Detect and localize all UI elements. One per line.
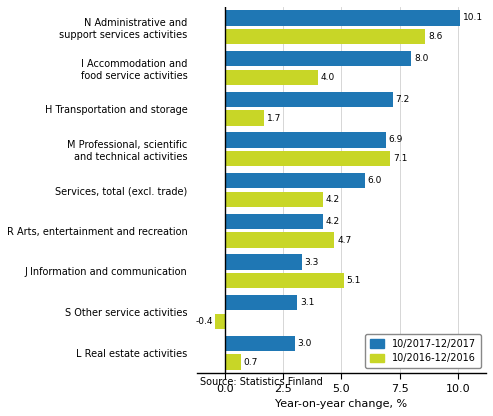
Text: 6.9: 6.9 [388,136,403,144]
Text: 4.2: 4.2 [325,217,340,226]
Bar [225,69,318,85]
Text: 3.0: 3.0 [297,339,312,348]
Text: 5.1: 5.1 [347,276,361,285]
Text: 4.0: 4.0 [321,73,335,82]
Bar [225,110,264,126]
Bar [225,132,386,148]
Text: 10.1: 10.1 [463,13,483,22]
Bar [225,273,344,288]
Bar [225,51,411,66]
Bar [225,192,323,207]
Bar [225,254,302,270]
X-axis label: Year-on-year change, %: Year-on-year change, % [275,399,407,409]
Bar [225,232,334,248]
Bar [215,314,225,329]
Bar [225,295,297,310]
Bar [225,213,323,229]
Text: 4.7: 4.7 [337,235,352,245]
Text: 6.0: 6.0 [367,176,382,185]
Bar [225,29,425,45]
Bar [225,173,365,188]
Bar [225,151,390,166]
Text: 0.7: 0.7 [244,358,258,366]
Bar [225,336,295,351]
Text: 3.3: 3.3 [305,258,319,267]
Bar [225,10,460,26]
Text: 1.7: 1.7 [267,114,282,122]
Bar [225,354,241,370]
Text: 7.1: 7.1 [393,154,408,163]
Text: 7.2: 7.2 [395,95,410,104]
Text: 8.0: 8.0 [414,54,428,63]
Bar [225,92,393,107]
Legend: 10/2017-12/2017, 10/2016-12/2016: 10/2017-12/2017, 10/2016-12/2016 [365,334,481,368]
Text: Source: Statistics Finland: Source: Statistics Finland [200,377,322,387]
Text: 3.1: 3.1 [300,298,314,307]
Text: 8.6: 8.6 [428,32,443,41]
Text: 4.2: 4.2 [325,195,340,204]
Text: -0.4: -0.4 [195,317,212,326]
